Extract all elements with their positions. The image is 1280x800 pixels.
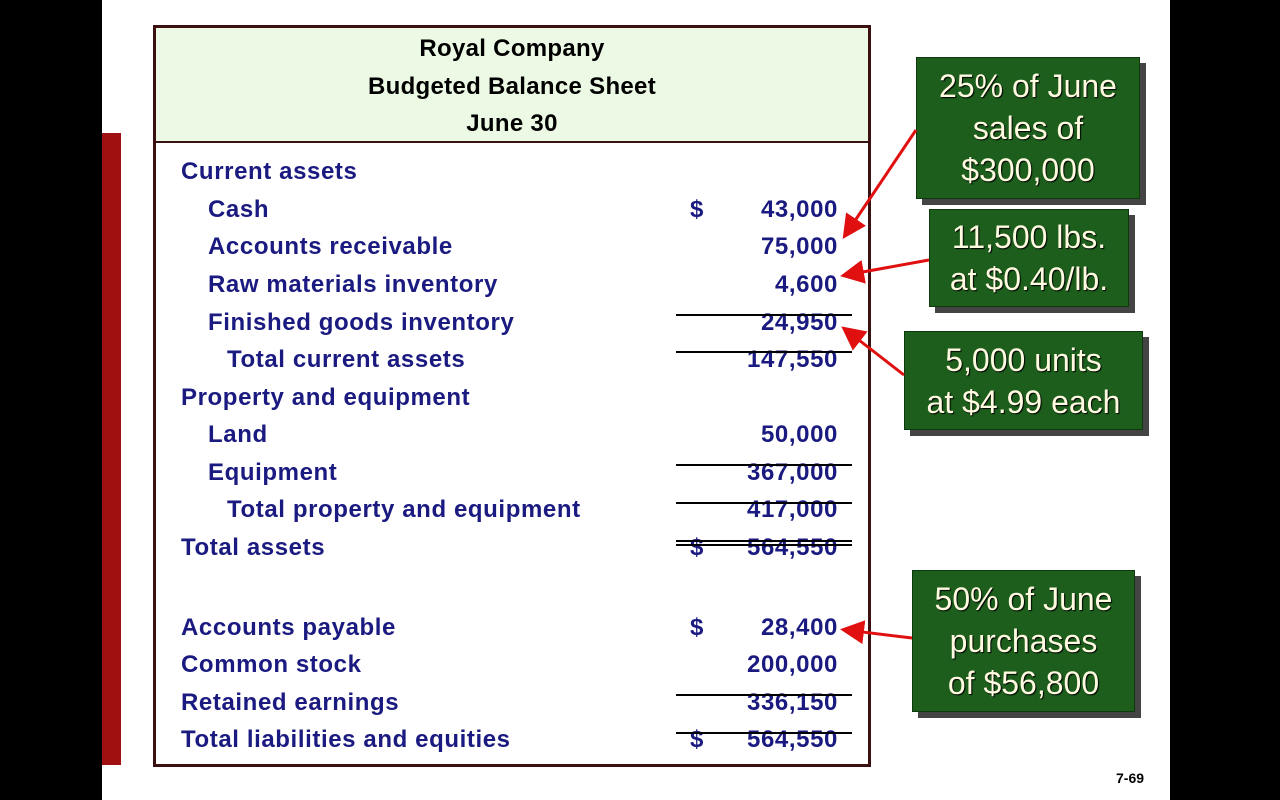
table-row: Finished goods inventory 24,950 — [156, 305, 868, 341]
row-amount: 417,000 — [747, 496, 838, 523]
row-label: Finished goods inventory — [208, 309, 515, 336]
table-row: Accounts payable $28,400 — [156, 610, 868, 646]
dollar-sign: $ — [690, 196, 704, 223]
row-amount: 75,000 — [760, 233, 838, 260]
row-amount: 4,600 — [774, 271, 838, 298]
accent-bar — [102, 133, 121, 765]
callout-line: sales of — [972, 110, 1084, 146]
table-row: Retained earnings 336,150 — [156, 685, 868, 721]
row-label: Raw materials inventory — [208, 271, 498, 298]
arrow-finished-goods — [841, 326, 905, 377]
row-label: Property and equipment — [181, 384, 471, 411]
row-amount: 564,550 — [747, 726, 838, 753]
underline-rule — [676, 544, 852, 546]
callout-line: 11,500 lbs. — [951, 219, 1107, 255]
table-row: Raw materials inventory 4,600 — [156, 267, 868, 303]
sheet-header: Royal Company Budgeted Balance Sheet Jun… — [156, 28, 868, 143]
row-amount: 564,550 — [747, 534, 838, 561]
row-label: Common stock — [181, 651, 362, 678]
row-label: Retained earnings — [181, 689, 400, 716]
sheet-date: June 30 — [466, 110, 558, 137]
table-row: Common stock 200,000 — [156, 647, 868, 683]
callout-note: 5,000 units at $4.99 each — [904, 331, 1143, 430]
underline-rule — [676, 502, 852, 504]
row-label: Current assets — [181, 158, 358, 185]
dollar-sign: $ — [690, 614, 704, 641]
row-label: Accounts receivable — [208, 233, 453, 260]
row-amount: 367,000 — [747, 459, 838, 486]
row-label: Accounts payable — [181, 614, 396, 641]
underline-rule — [676, 314, 852, 316]
table-row: Total assets $564,550 — [156, 530, 868, 566]
callout-line: 5,000 units — [945, 341, 1102, 378]
callout-line: 25% of June — [939, 68, 1117, 104]
table-row: Total property and equipment 417,000 — [156, 492, 868, 528]
row-amount: 200,000 — [747, 651, 838, 678]
row-label: Equipment — [208, 459, 338, 486]
arrow-payable — [840, 620, 913, 645]
callout-line: $300,000 — [961, 152, 1095, 188]
company-name: Royal Company — [419, 35, 605, 62]
underline-rule — [676, 732, 852, 734]
underline-rule — [676, 464, 852, 466]
callout-note: 50% of June purchases of $56,800 — [912, 570, 1135, 712]
row-amount: 28,400 — [760, 614, 838, 641]
callout-note: 11,500 lbs. at $0.40/lb. — [929, 209, 1129, 307]
table-row: Cash $43,000 — [156, 192, 868, 228]
row-amount: 24,950 — [760, 309, 838, 336]
row-amount: 43,000 — [760, 196, 838, 223]
underline-rule — [676, 351, 852, 353]
row-label: Total liabilities and equities — [181, 726, 511, 753]
callout-note: 25% of June sales of $300,000 — [916, 57, 1140, 199]
underline-rule — [676, 694, 852, 696]
table-row: Total liabilities and equities $564,550 — [156, 722, 868, 758]
row-amount: 336,150 — [747, 689, 838, 716]
row-label: Cash — [208, 196, 270, 223]
row-label: Total current assets — [227, 346, 466, 373]
row-amount: 147,550 — [747, 346, 838, 373]
row-label: Total property and equipment — [227, 496, 581, 523]
row-label: Total assets — [181, 534, 326, 561]
table-row: Current assets — [156, 154, 868, 190]
callout-line: of $56,800 — [947, 665, 1100, 701]
table-row: Total current assets 147,550 — [156, 342, 868, 378]
callout-line: at $0.40/lb. — [949, 261, 1109, 297]
row-label: Land — [208, 421, 268, 448]
callout-line: at $4.99 each — [926, 383, 1121, 420]
underline-rule — [676, 540, 852, 542]
table-row: Property and equipment — [156, 380, 868, 416]
callout-line: purchases — [949, 623, 1098, 659]
table-row: Equipment 367,000 — [156, 455, 868, 491]
sheet-title: Budgeted Balance Sheet — [367, 72, 656, 100]
balance-sheet: Royal Company Budgeted Balance Sheet Jun… — [153, 25, 871, 767]
row-amount: 50,000 — [760, 421, 838, 448]
table-row: Accounts receivable 75,000 — [156, 229, 868, 265]
arrow-receivable — [842, 129, 918, 239]
page-number: 7-69 — [1116, 770, 1145, 786]
callout-line: 50% of June — [934, 581, 1113, 617]
table-row: Land 50,000 — [156, 417, 868, 453]
arrow-raw-materials — [840, 258, 930, 284]
